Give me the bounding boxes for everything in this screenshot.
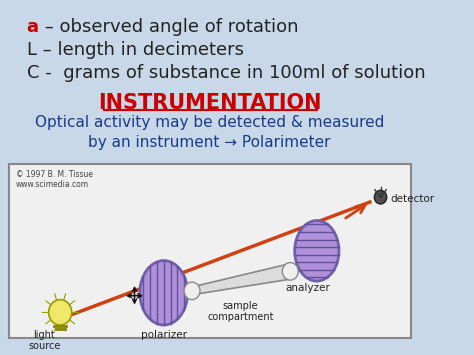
Text: Optical activity may be detected & measured: Optical activity may be detected & measu… xyxy=(35,115,384,130)
Ellipse shape xyxy=(295,220,339,281)
Text: polarizer: polarizer xyxy=(141,330,187,340)
Text: sample
compartment: sample compartment xyxy=(208,301,274,322)
Text: INSTRUMENTATION: INSTRUMENTATION xyxy=(98,93,321,113)
Polygon shape xyxy=(192,263,290,295)
Circle shape xyxy=(283,263,298,280)
Text: © 1997 B. M. Tissue
www.scimedia.com: © 1997 B. M. Tissue www.scimedia.com xyxy=(16,170,93,189)
Ellipse shape xyxy=(140,261,188,325)
Text: – observed angle of rotation: – observed angle of rotation xyxy=(39,17,299,36)
Text: C -  grams of substance in 100ml of solution: C - grams of substance in 100ml of solut… xyxy=(27,64,425,82)
Text: by an instrument → Polarimeter: by an instrument → Polarimeter xyxy=(89,135,331,150)
Text: analyzer: analyzer xyxy=(286,283,330,293)
Text: a: a xyxy=(27,17,38,36)
Circle shape xyxy=(49,300,72,325)
Text: light
source: light source xyxy=(28,330,61,351)
Text: detector: detector xyxy=(390,194,434,204)
Bar xyxy=(9,164,410,338)
Text: L – length in decimeters: L – length in decimeters xyxy=(27,41,244,59)
Circle shape xyxy=(374,190,387,204)
Circle shape xyxy=(184,282,200,300)
